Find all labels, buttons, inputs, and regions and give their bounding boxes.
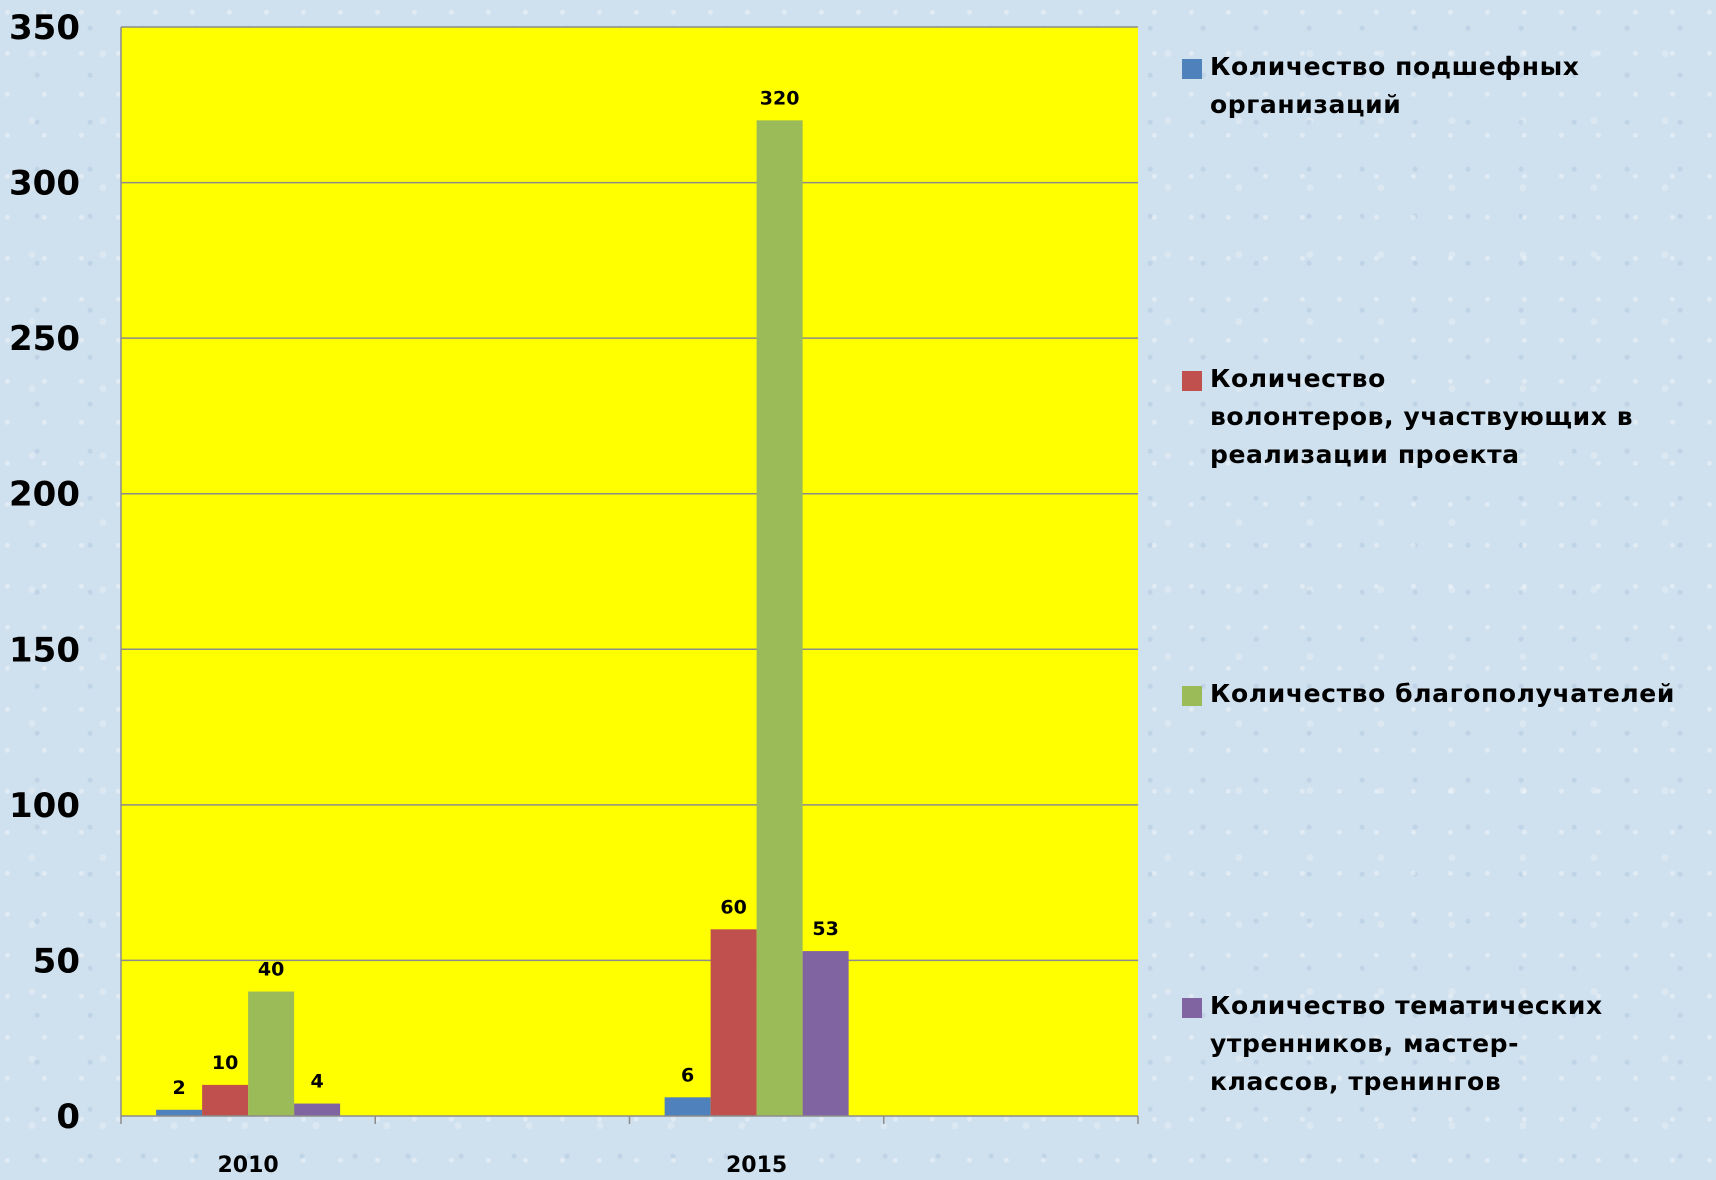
axes xyxy=(120,27,1139,1124)
legend-swatch xyxy=(1182,998,1202,1018)
legend-swatch xyxy=(1182,59,1202,79)
data-label: 53 xyxy=(812,918,838,940)
data-label: 6 xyxy=(681,1064,694,1086)
legend-item-series-3: Количество благополучателей xyxy=(1182,679,1710,713)
bar xyxy=(756,120,803,1117)
bar xyxy=(248,991,295,1116)
data-label: 2 xyxy=(173,1077,186,1099)
y-axis-tick-labels: 0 50 100 150 200 250 300 350 xyxy=(9,8,80,1137)
data-label: 320 xyxy=(760,87,800,109)
x-axis-category-labels: 2010 2015 xyxy=(218,1153,788,1178)
bar xyxy=(802,951,849,1116)
legend-label: Количество благополучателей xyxy=(1210,679,1675,708)
bar xyxy=(202,1084,249,1116)
legend-swatch xyxy=(1182,686,1202,706)
legend-item-series-1: Количество подшефных организаций xyxy=(1182,52,1710,124)
y-tick-label: 50 xyxy=(33,941,80,981)
y-tick-label: 350 xyxy=(9,8,80,48)
y-tick-label: 150 xyxy=(9,630,80,670)
bar xyxy=(294,1103,341,1116)
data-label: 60 xyxy=(720,896,746,918)
bar xyxy=(710,929,757,1116)
x-tick-label: 2010 xyxy=(218,1153,279,1178)
x-tick-label: 2015 xyxy=(726,1153,787,1178)
bar xyxy=(664,1097,711,1116)
data-label: 40 xyxy=(258,959,284,981)
legend-label: Количество подшефных организаций xyxy=(1210,52,1580,119)
y-tick-label: 300 xyxy=(9,164,80,204)
y-tick-label: 250 xyxy=(9,319,80,359)
bars xyxy=(156,120,849,1117)
y-tick-label: 200 xyxy=(9,475,80,515)
legend-label: Количество тематических утренников, маст… xyxy=(1210,991,1603,1096)
data-label: 4 xyxy=(311,1071,324,1093)
gridlines xyxy=(121,26,1138,962)
data-labels: 2 10 40 4 6 60 320 53 xyxy=(173,87,839,1098)
legend: Количество подшефных организаций Количес… xyxy=(1182,0,1716,1180)
y-tick-label: 0 xyxy=(56,1097,80,1137)
legend-label: Количество волонтеров, участвующих в реа… xyxy=(1210,364,1634,469)
data-label: 10 xyxy=(212,1052,238,1074)
plot-area xyxy=(121,27,1138,1116)
legend-item-series-4: Количество тематических утренников, маст… xyxy=(1182,991,1710,1101)
legend-item-series-2: Количество волонтеров, участвующих в реа… xyxy=(1182,364,1710,474)
bar xyxy=(156,1109,203,1116)
legend-swatch xyxy=(1182,371,1202,391)
y-tick-label: 100 xyxy=(9,786,80,826)
bar-chart: 2 10 40 4 6 60 320 53 0 50 100 150 200 250 300 350 201… xyxy=(9,8,1139,1178)
